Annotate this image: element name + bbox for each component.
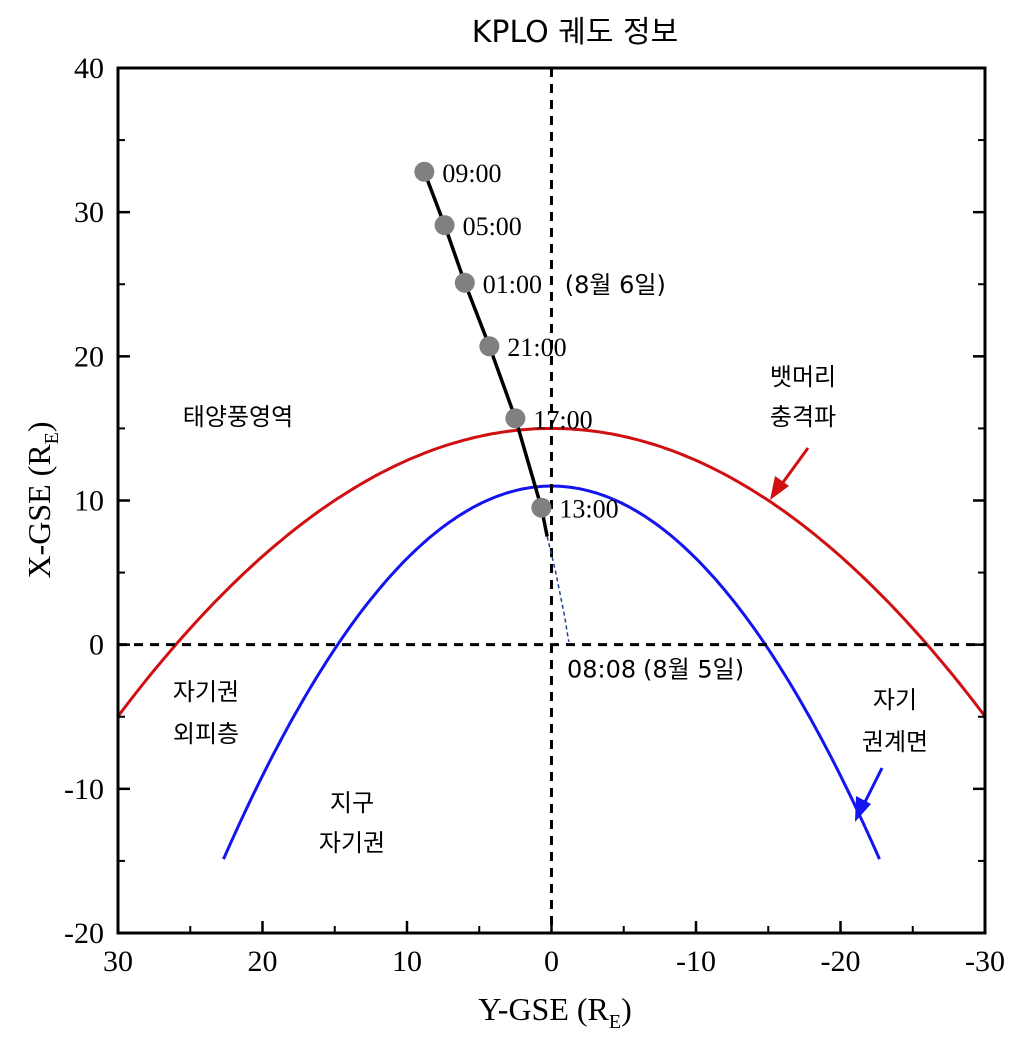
magnetopause-label-2: 권계면 [862, 728, 928, 756]
x-tick-label: 30 [103, 945, 133, 978]
x-axis-label-subscript: E [609, 1011, 621, 1033]
x-tick-label: -20 [821, 945, 861, 978]
y-axis-label-subscript: E [41, 432, 63, 444]
y-tick-label: -20 [64, 917, 104, 950]
time-label: 17:00 [533, 405, 592, 434]
magnetosheath-label-1: 자기권 [173, 678, 239, 706]
bow-shock-arrow-head [770, 476, 789, 500]
time-point [479, 336, 500, 357]
x-tick-label: -30 [965, 945, 1005, 978]
magnetopause-arrow-head [855, 796, 871, 822]
y-axis-label-main: X-GSE (R [21, 444, 57, 579]
bow-shock-label-2: 충격파 [770, 403, 836, 431]
x-tick-label: 10 [392, 945, 422, 978]
x-axis-label-close: ) [621, 991, 632, 1027]
x-tick-label: -10 [676, 945, 716, 978]
magnetopause-label-1: 자기 [873, 686, 917, 714]
y-tick-label: 40 [74, 52, 104, 85]
time-label: 09:00 [442, 159, 501, 188]
time-label: 05:00 [463, 212, 522, 241]
y-axis-ticks: 40 30 20 10 0 -10 -20 [64, 52, 985, 950]
time-label: 21:00 [507, 333, 566, 362]
trajectory-layer [414, 161, 570, 642]
time-label: 01:00 [483, 270, 542, 299]
y-tick-label: 10 [74, 485, 104, 518]
trajectory-early-line [546, 536, 570, 642]
time-label: 13:00 [559, 495, 618, 524]
x-axis-label-main: Y-GSE (R [478, 991, 609, 1027]
time-labels: 13:00 17:00 21:00 01:00 (8월 6일) 05:00 09:00 08:… [442, 159, 744, 684]
time-point [505, 408, 526, 429]
chart-title: KPLO 궤도 정보 [472, 15, 679, 50]
date-note: (8월 6일) [565, 271, 666, 299]
x-axis-ticks: 30 20 10 0 -10 -20 -30 [103, 921, 1005, 978]
time-point [434, 215, 455, 236]
zero-guides [118, 68, 985, 933]
y-tick-label: -10 [64, 773, 104, 806]
annotation-arrows [770, 447, 884, 822]
x-tick-label: 0 [544, 945, 559, 978]
bow-shock-label-1: 뱃머리 [770, 363, 836, 391]
magnetopause-curve [222, 484, 881, 860]
region-labels: 태양풍영역 자기권 외피층 지구 자기권 뱃머리 충격파 자기 권계면 [173, 363, 928, 857]
y-tick-label: 20 [74, 340, 104, 373]
y-axis-label-close: ) [21, 421, 57, 432]
magnetosheath-label-2: 외피층 [173, 720, 239, 748]
time-point [454, 272, 475, 293]
time-point [414, 161, 435, 182]
y-tick-label: 30 [74, 196, 104, 229]
time-point [531, 497, 552, 518]
y-axis-label: X-GSE (RE) [21, 421, 63, 578]
start-date-note: (8월 5일) [643, 656, 744, 684]
solar-wind-label: 태양풍영역 [183, 403, 293, 431]
magnetosphere-label-2: 자기권 [319, 829, 385, 857]
start-time-label: 08:08 [567, 656, 636, 684]
y-tick-label: 0 [89, 629, 104, 662]
x-axis-label: Y-GSE (RE) [478, 991, 632, 1033]
magnetosphere-label-1: 지구 [330, 789, 374, 817]
x-tick-label: 20 [248, 945, 278, 978]
